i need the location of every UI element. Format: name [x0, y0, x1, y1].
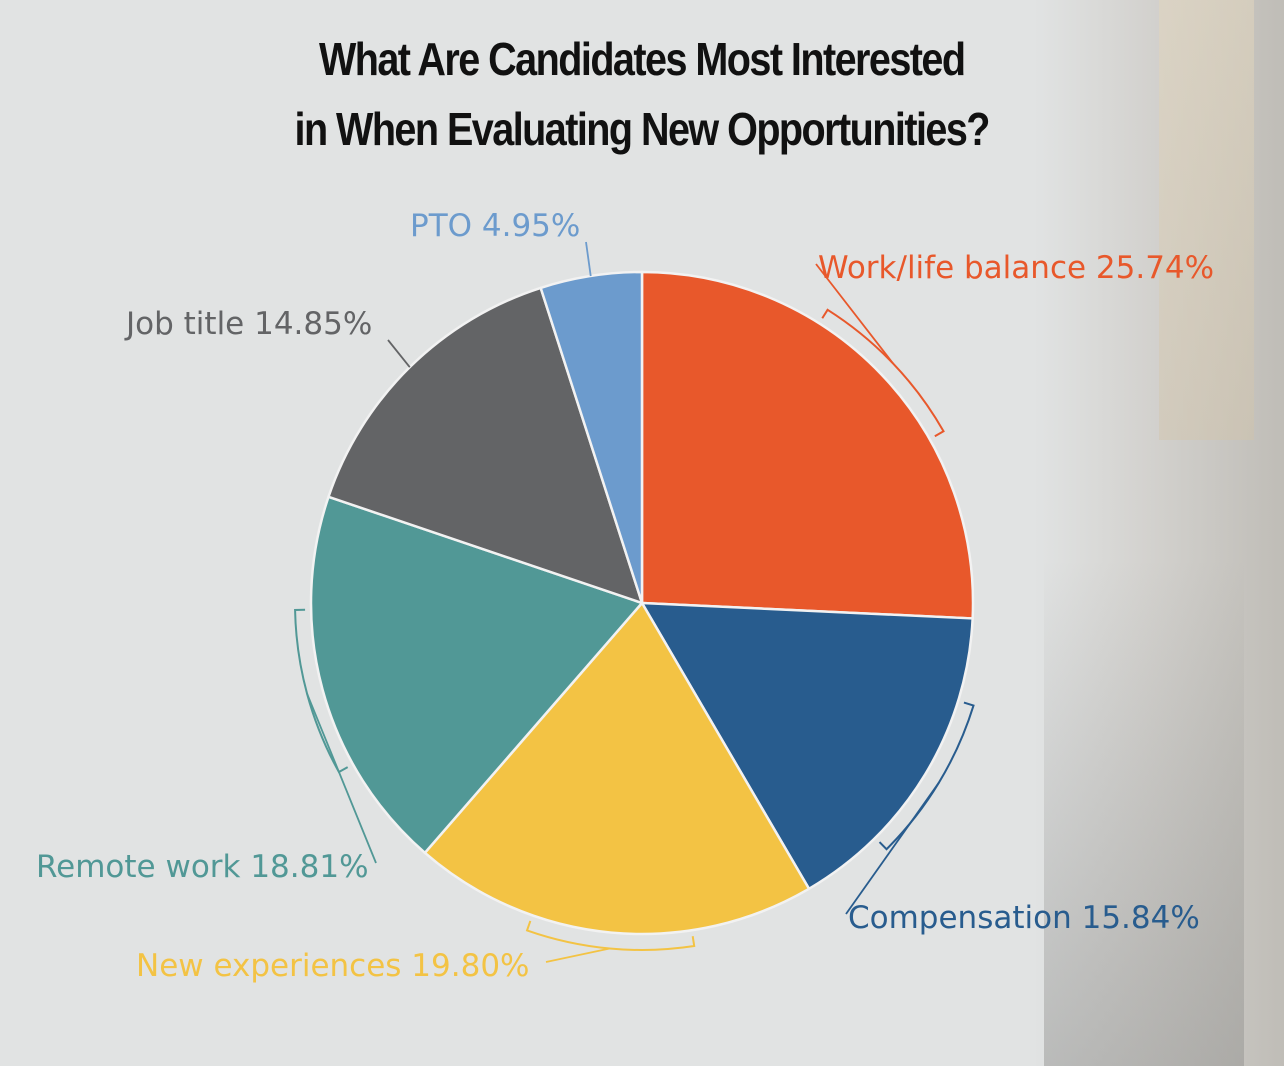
pie-slice-pto [539, 270, 644, 605]
label-leader-job-title [387, 339, 411, 368]
slice-label-job-title: Job title 14.85% [124, 306, 372, 342]
label-connector-compensation [845, 782, 940, 915]
background-light [1159, 0, 1254, 440]
pie-slice-remote-work [309, 495, 644, 855]
pie-slice-work-life-balance [640, 270, 975, 620]
label-connector-new-experiences [545, 947, 610, 963]
pie-slice-new-experiences [423, 601, 811, 936]
slice-label-pto: PTO 4.95% [410, 208, 580, 244]
chart-title-line-1: What Are Candidates Most Interested [318, 33, 966, 85]
label-leader-pto [585, 241, 592, 277]
background-road [1044, 560, 1244, 1066]
slice-label-remote-work: Remote work 18.81% [36, 849, 369, 885]
label-connector-work-life-balance [815, 263, 894, 364]
slice-label-compensation: Compensation 15.84% [848, 900, 1200, 936]
slice-label-work-life-balance: Work/life balance 25.74% [818, 250, 1214, 286]
label-bracket-new-experiences [525, 920, 696, 951]
label-bracket-work-life-balance [821, 308, 945, 438]
chart-title-line-2: in When Evaluating New Opportunities? [294, 103, 991, 155]
pie-slice-compensation [640, 601, 974, 891]
slice-label-new-experiences: New experiences 19.80% [136, 948, 530, 984]
label-connector-remote-work [306, 693, 377, 864]
pie-slice-job-title [327, 286, 644, 605]
chart-title: What Are Candidates Most Interested in W… [90, 24, 1194, 164]
